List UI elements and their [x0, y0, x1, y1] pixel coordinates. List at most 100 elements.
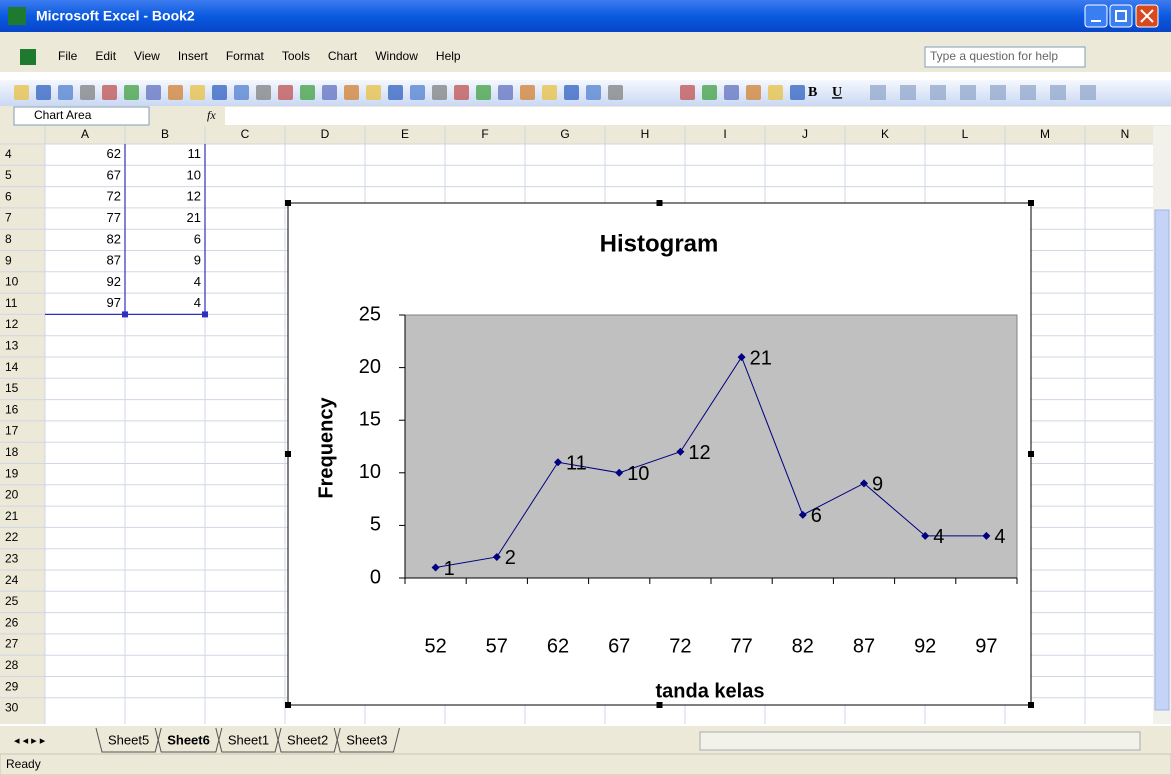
toolbar-icon[interactable] — [930, 85, 946, 100]
column-header[interactable]: B — [161, 127, 169, 141]
cell-value[interactable]: 4 — [194, 274, 201, 289]
toolbar-icon[interactable] — [768, 85, 783, 100]
row-header[interactable]: 30 — [5, 701, 19, 715]
sheet-tab[interactable]: Sheet1 — [228, 732, 269, 747]
toolbar-icon[interactable] — [900, 85, 916, 100]
column-header[interactable]: M — [1040, 127, 1050, 141]
toolbar-icon[interactable] — [256, 85, 271, 100]
toolbar-icon[interactable] — [366, 85, 381, 100]
horizontal-scrollbar[interactable] — [699, 731, 1141, 751]
cell-value[interactable]: 67 — [107, 167, 121, 182]
toolbar-icon[interactable] — [1050, 85, 1066, 100]
underline-button[interactable]: U — [832, 85, 842, 100]
toolbar-icon[interactable] — [322, 85, 337, 100]
cell-value[interactable]: 82 — [107, 231, 121, 246]
row-header[interactable]: 20 — [5, 488, 19, 502]
cell-value[interactable]: 87 — [107, 253, 121, 268]
row-header[interactable]: 21 — [5, 509, 19, 523]
chart-handle[interactable] — [656, 702, 663, 708]
formula-icon[interactable]: fx — [207, 108, 216, 122]
sheet-tab[interactable]: Sheet3 — [346, 732, 387, 747]
cell-value[interactable]: 11 — [188, 146, 202, 161]
name-box[interactable] — [13, 106, 150, 126]
formula-input[interactable] — [225, 107, 1171, 125]
toolbar-icon[interactable] — [410, 85, 425, 100]
row-header[interactable]: 24 — [5, 573, 19, 587]
column-header[interactable]: C — [241, 127, 250, 141]
scroll-thumb[interactable] — [1154, 209, 1170, 711]
toolbar-icon[interactable] — [724, 85, 739, 100]
row-header[interactable]: 10 — [5, 275, 19, 289]
toolbar-icon[interactable] — [520, 85, 535, 100]
menu-item[interactable]: File — [58, 49, 78, 63]
menu-item[interactable]: Window — [375, 49, 418, 63]
toolbar-icon[interactable] — [190, 85, 205, 100]
toolbar-icon[interactable] — [746, 85, 761, 100]
row-header[interactable]: 4 — [5, 147, 12, 161]
column-header[interactable]: D — [321, 127, 330, 141]
cell-value[interactable]: 97 — [107, 295, 121, 310]
column-header[interactable]: N — [1121, 127, 1130, 141]
chart-handle[interactable] — [1028, 451, 1034, 457]
sheet-tab[interactable]: Sheet6 — [167, 732, 210, 747]
toolbar-icon[interactable] — [1020, 85, 1036, 100]
bold-button[interactable]: B — [808, 85, 817, 100]
chart-handle[interactable] — [285, 200, 291, 206]
menu-item[interactable]: Chart — [328, 49, 358, 63]
chart-handle[interactable] — [1028, 200, 1034, 206]
cell-value[interactable]: 6 — [194, 231, 201, 246]
cell-value[interactable]: 10 — [187, 167, 201, 182]
row-header[interactable]: 11 — [5, 296, 18, 310]
cell-value[interactable]: 72 — [107, 189, 121, 204]
toolbar-icon[interactable] — [454, 85, 469, 100]
column-header[interactable]: K — [881, 127, 889, 141]
toolbar-icon[interactable] — [234, 85, 249, 100]
chart-handle[interactable] — [1028, 702, 1034, 708]
row-header[interactable]: 22 — [5, 530, 19, 544]
toolbar-icon[interactable] — [960, 85, 976, 100]
row-header[interactable]: 23 — [5, 552, 19, 566]
toolbar-icon[interactable] — [58, 85, 73, 100]
row-header[interactable]: 18 — [5, 445, 19, 459]
minimize-button[interactable] — [1084, 4, 1108, 28]
menu-item[interactable]: Tools — [282, 49, 310, 63]
toolbar-icon[interactable] — [564, 85, 579, 100]
chart-handle[interactable] — [656, 200, 663, 206]
row-header[interactable]: 16 — [5, 402, 19, 416]
row-header[interactable]: 27 — [5, 637, 19, 651]
maximize-button[interactable] — [1109, 4, 1133, 28]
toolbar-icon[interactable] — [168, 85, 183, 100]
toolbar-icon[interactable] — [680, 85, 695, 100]
row-header[interactable]: 7 — [5, 211, 12, 225]
column-header[interactable]: F — [481, 127, 488, 141]
row-header[interactable]: 25 — [5, 594, 19, 608]
menu-item[interactable]: Format — [226, 49, 265, 63]
cell-value[interactable]: 21 — [187, 210, 201, 225]
toolbar-icon[interactable] — [790, 85, 805, 100]
toolbar-icon[interactable] — [1080, 85, 1096, 100]
menu-item[interactable]: Edit — [95, 49, 116, 63]
toolbar-icon[interactable] — [344, 85, 359, 100]
row-header[interactable]: 14 — [5, 360, 19, 374]
cell-value[interactable]: 12 — [187, 189, 201, 204]
toolbar-icon[interactable] — [36, 85, 51, 100]
cell-value[interactable]: 4 — [194, 295, 201, 310]
row-header[interactable]: 13 — [5, 339, 19, 353]
toolbar-icon[interactable] — [14, 85, 29, 100]
toolbar-icon[interactable] — [124, 85, 139, 100]
column-header[interactable]: G — [560, 127, 569, 141]
row-header[interactable]: 29 — [5, 679, 19, 693]
row-header[interactable]: 6 — [5, 189, 12, 203]
column-header[interactable]: E — [401, 127, 409, 141]
toolbar-icon[interactable] — [542, 85, 557, 100]
toolbar-icon[interactable] — [388, 85, 403, 100]
row-header[interactable]: 9 — [5, 253, 12, 267]
row-header[interactable]: 5 — [5, 168, 12, 182]
toolbar-icon[interactable] — [278, 85, 293, 100]
column-header[interactable]: J — [802, 127, 808, 141]
toolbar-icon[interactable] — [80, 85, 95, 100]
column-header[interactable]: I — [723, 127, 726, 141]
column-header[interactable]: A — [81, 127, 89, 141]
sheet-tab[interactable]: Sheet2 — [287, 732, 328, 747]
row-header[interactable]: 26 — [5, 615, 19, 629]
